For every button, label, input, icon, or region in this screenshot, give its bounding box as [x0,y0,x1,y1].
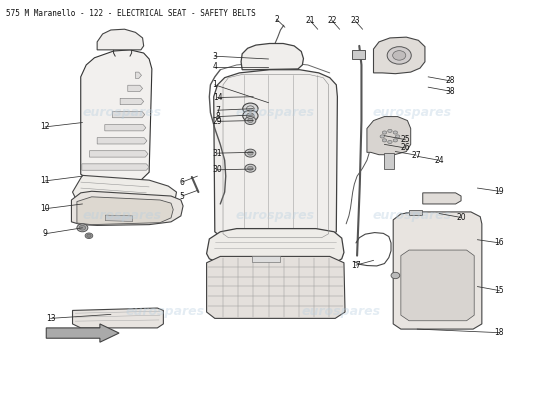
Polygon shape [97,29,144,50]
Circle shape [391,272,400,279]
Polygon shape [393,212,482,329]
Text: 24: 24 [434,156,444,165]
Circle shape [248,118,253,122]
Polygon shape [207,256,345,318]
Text: 5: 5 [179,192,184,200]
Text: 575 M Maranello - 122 - ELECTRICAL SEAT - SAFETY BELTS: 575 M Maranello - 122 - ELECTRICAL SEAT … [6,9,256,18]
Text: 31: 31 [213,149,222,158]
Text: 10: 10 [40,204,50,213]
Text: eurospares: eurospares [301,305,380,318]
Text: 17: 17 [351,261,361,270]
Polygon shape [423,193,461,204]
Polygon shape [81,50,152,184]
Polygon shape [97,138,147,144]
Text: 19: 19 [494,187,504,196]
Text: 27: 27 [411,151,421,160]
Text: 26: 26 [400,144,410,152]
Circle shape [87,234,91,237]
Text: 6: 6 [179,178,184,187]
Text: 7: 7 [215,106,220,115]
Text: 4: 4 [212,62,217,71]
Text: 30: 30 [213,165,222,174]
Text: eurospares: eurospares [235,209,315,222]
Polygon shape [241,44,304,70]
Polygon shape [46,324,119,342]
Polygon shape [120,98,144,105]
Polygon shape [77,197,173,225]
Text: 25: 25 [400,135,410,144]
Polygon shape [112,112,145,118]
Text: 22: 22 [327,16,337,25]
Text: 13: 13 [46,314,56,323]
Circle shape [388,140,392,144]
Text: 18: 18 [494,328,504,337]
Text: eurospares: eurospares [235,106,315,119]
Text: eurospares: eurospares [82,209,161,222]
Circle shape [395,135,400,138]
Text: 14: 14 [213,93,222,102]
Text: eurospares: eurospares [372,106,452,119]
Text: 12: 12 [40,122,50,132]
Circle shape [77,224,88,232]
Polygon shape [207,228,344,266]
Polygon shape [401,250,474,321]
Polygon shape [384,153,394,169]
Text: 20: 20 [456,213,466,222]
Text: eurospares: eurospares [126,305,205,318]
Polygon shape [367,116,411,155]
Circle shape [388,129,392,132]
Text: 11: 11 [40,176,50,186]
Text: 2: 2 [274,15,279,24]
Circle shape [245,149,256,157]
Text: 1: 1 [212,80,217,89]
Circle shape [393,131,398,134]
Text: 9: 9 [43,229,48,238]
Circle shape [382,131,387,134]
Polygon shape [90,151,148,157]
Polygon shape [105,124,146,131]
Polygon shape [351,50,365,59]
Circle shape [248,166,253,170]
Circle shape [387,47,411,64]
Circle shape [243,110,258,121]
Polygon shape [106,215,133,222]
Circle shape [85,233,93,238]
Polygon shape [135,72,141,78]
Circle shape [248,151,253,155]
Text: eurospares: eurospares [82,106,161,119]
Text: eurospares: eurospares [372,209,452,222]
Circle shape [79,226,86,230]
Circle shape [380,135,384,138]
Polygon shape [409,210,422,215]
Circle shape [393,51,406,60]
Circle shape [245,116,256,124]
Polygon shape [252,256,280,262]
Polygon shape [82,164,149,170]
Text: 23: 23 [350,16,360,25]
Circle shape [393,139,398,142]
Polygon shape [73,175,177,206]
Text: 8: 8 [215,112,220,121]
Polygon shape [214,70,337,240]
Text: 3: 3 [212,52,217,61]
Circle shape [382,139,387,142]
Text: 38: 38 [446,87,455,96]
Circle shape [245,164,256,172]
Text: 15: 15 [494,286,504,295]
Polygon shape [73,308,163,328]
Text: 16: 16 [494,238,504,247]
Circle shape [243,103,258,114]
Text: 28: 28 [446,76,455,85]
Polygon shape [128,85,142,92]
Text: 29: 29 [213,117,222,126]
Polygon shape [373,37,425,74]
Polygon shape [72,191,183,226]
Text: 21: 21 [305,16,315,25]
